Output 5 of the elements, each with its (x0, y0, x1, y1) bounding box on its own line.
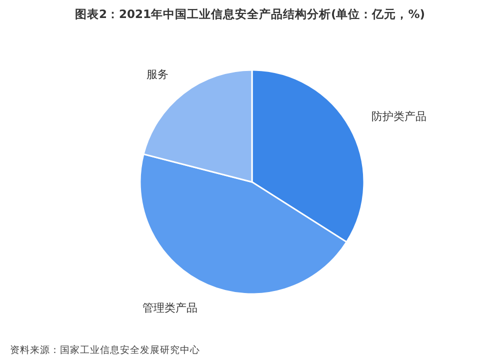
text: 资料来源：国家工业信息安全发展研究中心 (10, 344, 200, 356)
chart-title: 图表2：2021年中国工业信息安全产品结构分析(单位：亿元，%) (74, 7, 426, 21)
slice-label: 管理类产品 (142, 301, 198, 314)
slice-label: 服务 (146, 68, 168, 81)
slice-label: 防护类产品 (372, 110, 427, 124)
